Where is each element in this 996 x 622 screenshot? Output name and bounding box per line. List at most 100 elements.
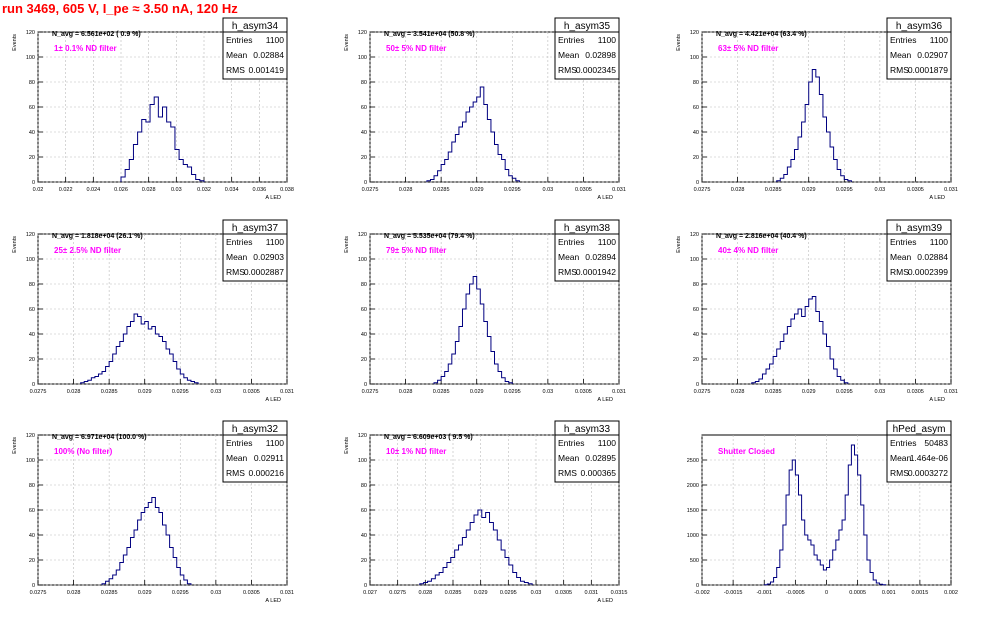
y-tick-label: 40 [361,130,367,136]
x-tick-label: 0.0005 [849,590,866,596]
x-tick-label: 0.038 [280,187,294,193]
stats-box [554,17,620,80]
filter-annotation: 63± 5% ND filter [718,44,778,53]
y-tick-label: 20 [693,357,699,363]
x-tick-label: 0.03 [542,389,553,395]
stat-value: 1100 [598,35,617,45]
x-tick-label: -0.0005 [786,590,805,596]
page-title: run 3469, 605 V, I_pe ≈ 3.50 nA, 120 Hz [2,1,238,16]
x-tick-label: 0.0295 [172,389,189,395]
histogram-panel-0: 0.02 0.022 0.024 0.026 0.028 0.03 0.032 0.034 0.… [12,17,294,201]
y-tick-label: 80 [29,282,35,288]
y-tick-label: 40 [29,130,35,136]
x-tick-label: 0.0275 [30,389,47,395]
y-tick-label: 100 [26,458,35,464]
stat-name: Mean [558,50,580,60]
histogram-panel-2: 0.0275 0.028 0.0285 0.029 0.0295 0.03 0.0305 0.… [676,17,958,201]
x-tick-label: 0.0285 [101,590,118,596]
filter-annotation: 1± 0.1% ND filter [54,44,117,53]
y-tick-label: 60 [693,307,699,313]
histogram-title: h_asym32 [232,424,279,435]
histogram-panel-3: 0.0275 0.028 0.0285 0.029 0.0295 0.03 0.0305 0.… [12,219,294,403]
stat-name: Entries [558,35,584,45]
x-tick-label: 0.029 [802,389,816,395]
histogram-title: h_asym38 [564,223,611,234]
x-tick-label: 0.029 [138,590,152,596]
x-tick-label: 0.0285 [433,389,450,395]
y-axis-label: Events [12,34,18,51]
x-tick-label: 0.028 [399,187,413,193]
x-tick-label: 0.031 [612,187,626,193]
histogram-panel-7: 0.027 0.0275 0.028 0.0285 0.029 0.0295 0.03 0.0… [344,420,628,604]
stat-value: 50483 [924,438,948,448]
x-tick-label: 0.031 [612,389,626,395]
stat-name: Entries [226,237,252,247]
y-tick-label: 100 [690,55,699,61]
x-tick-label: 0.0015 [911,590,928,596]
y-tick-label: 60 [29,508,35,514]
x-tick-label: 0.03 [531,590,542,596]
x-axis-label: A LED [265,195,281,201]
stats-box [554,420,620,483]
x-tick-label: 0.0315 [611,590,628,596]
y-tick-label: 60 [361,105,367,111]
n-avg-label: N_avg = 2.816e+04 (40.4 %) [716,233,807,240]
x-tick-label: 0.031 [280,590,294,596]
y-tick-label: 60 [361,508,367,514]
stat-value: 0.0002399 [908,267,948,277]
filter-annotation: 40± 4% ND filter [718,246,778,255]
y-tick-label: 100 [358,257,367,263]
stat-name: Entries [890,237,916,247]
y-tick-label: 40 [693,332,699,338]
x-tick-label: 0.0305 [575,389,592,395]
x-tick-label: -0.002 [694,590,710,596]
stat-value: 0.0003272 [908,468,948,478]
x-axis-label: A LED [265,397,281,403]
x-tick-label: 0 [825,590,828,596]
stat-name: RMS [558,468,577,478]
stat-value: 1100 [266,35,285,45]
y-tick-label: 60 [693,105,699,111]
stat-name: RMS [226,65,245,75]
x-axis-label: A LED [597,598,613,604]
x-tick-label: 0.0275 [362,389,379,395]
y-tick-label: 60 [29,307,35,313]
histogram-panel-5: 0.0275 0.028 0.0285 0.029 0.0295 0.03 0.0305 0.… [676,219,958,403]
x-tick-label: 0.0295 [836,389,853,395]
n-avg-label: N_avg = 6.561e+02 ( 0.9 %) [52,31,141,38]
stat-name: RMS [558,65,577,75]
x-tick-label: 0.036 [252,187,266,193]
x-tick-label: 0.034 [225,187,239,193]
y-tick-label: 40 [361,332,367,338]
y-tick-label: 40 [29,332,35,338]
stat-name: Entries [890,438,916,448]
filter-annotation: Shutter Closed [718,447,775,456]
y-tick-label: 0 [32,180,35,186]
filter-annotation: 79± 5% ND filter [386,246,446,255]
y-tick-label: 120 [26,232,35,238]
x-tick-label: 0.02 [33,187,44,193]
histogram-title: h_asym39 [896,223,943,234]
filter-annotation: 25± 2.5% ND filter [54,246,121,255]
stat-name: Mean [890,50,912,60]
stat-value: 1100 [598,237,617,247]
y-tick-label: 2500 [687,458,699,464]
x-tick-label: -0.001 [756,590,772,596]
stats-box [886,17,952,80]
y-tick-label: 60 [29,105,35,111]
y-tick-label: 120 [358,30,367,36]
x-axis-label: A LED [929,195,945,201]
stat-name: Entries [226,35,252,45]
x-axis-label: A LED [265,598,281,604]
n-avg-label: N_avg = 6.971e+04 (100.0 %) [52,434,147,441]
stat-value: 0.02894 [585,252,616,262]
n-avg-label: N_avg = 6.609e+03 ( 9.5 %) [384,434,473,441]
x-tick-label: 0.03 [210,590,221,596]
y-tick-label: 0 [364,180,367,186]
stat-value: 0.000216 [249,468,285,478]
y-axis-label: Events [12,437,18,454]
stats-box [554,219,620,282]
histogram-title: h_asym36 [896,21,943,32]
x-tick-label: 0.029 [474,590,488,596]
